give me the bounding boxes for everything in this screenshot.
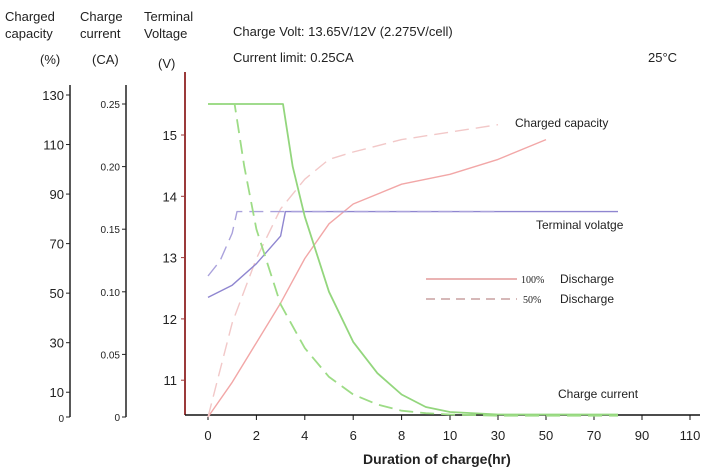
- capacity-axis-title-line2: capacity: [5, 26, 53, 41]
- temperature-note: 25°C: [648, 50, 677, 65]
- x-tick-label: 70: [587, 428, 601, 443]
- capacity-curve-100pct: [207, 138, 547, 418]
- legend-pct-100: 100%: [521, 275, 544, 286]
- current-tick-label: 0.05: [101, 350, 121, 361]
- capacity-tick-label: 130: [42, 88, 64, 103]
- x-tick-label: 10: [443, 428, 457, 443]
- x-tick-label: 8: [398, 428, 405, 443]
- current-tick-label: 0.15: [101, 225, 121, 236]
- capacity-tick-label: 110: [43, 138, 64, 153]
- x-tick-label: 50: [539, 428, 553, 443]
- capacity-axis-unit: (%): [40, 52, 60, 67]
- charge-volt-note: Charge Volt: 13.65V/12V (2.275V/cell): [233, 24, 453, 39]
- current-axis-title-line2: current: [80, 26, 121, 41]
- voltage-tick-label: 14: [163, 189, 177, 204]
- x-tick-label: 2: [253, 428, 260, 443]
- current-tick-label: 0.10: [101, 288, 121, 299]
- x-tick-label: 110: [680, 428, 701, 443]
- x-axis-title: Duration of charge(hr): [363, 451, 511, 467]
- legend: 100% Discharge 50% Discharge: [426, 272, 614, 306]
- voltage-tick-label: 11: [164, 373, 178, 388]
- voltage-axis-title-line1: Terminal: [144, 9, 193, 24]
- voltage-axis-unit: (V): [158, 56, 175, 71]
- current-axis-title-line1: Charge: [80, 9, 123, 24]
- current-tick-label: 0.20: [101, 163, 121, 174]
- capacity-tick-label: 0: [58, 414, 64, 425]
- current-tick-label: 0.25: [101, 100, 121, 111]
- voltage-tick-label: 12: [163, 312, 177, 327]
- current-curve-100pct: [208, 103, 618, 416]
- capacity-tick-label: 90: [50, 187, 64, 202]
- current-curve-50pct: [208, 103, 618, 417]
- current-limit-note: Current limit: 0.25CA: [233, 50, 354, 65]
- x-tick-label: 4: [301, 428, 308, 443]
- voltage-tick-label: 15: [163, 128, 177, 143]
- voltage-tick-label: 13: [163, 251, 177, 266]
- capacity-curve-50pct: [207, 124, 499, 418]
- current-curve-label: Charge current: [558, 387, 639, 401]
- capacity-tick-label: 30: [50, 336, 64, 351]
- legend-label-100: Discharge: [560, 272, 614, 286]
- voltage-axis-title-line2: Voltage: [144, 26, 187, 41]
- capacity-tick-label: 70: [50, 237, 64, 252]
- x-tick-label: 30: [491, 428, 505, 443]
- capacity-axis-title-line1: Charged: [5, 9, 55, 24]
- x-tick-label: 0: [204, 428, 211, 443]
- legend-pct-50: 50%: [523, 295, 541, 306]
- voltage-curve-label: Terminal volatge: [536, 218, 624, 232]
- legend-label-50: Discharge: [560, 292, 614, 306]
- voltage-curve-50pct: [207, 210, 498, 277]
- capacity-curve-label: Charged capacity: [515, 116, 608, 130]
- current-axis-unit: (CA): [92, 52, 119, 67]
- current-tick-label: 0: [114, 413, 120, 424]
- capacity-tick-label: 50: [50, 286, 64, 301]
- x-tick-label: 90: [635, 428, 649, 443]
- capacity-tick-label: 10: [50, 385, 64, 400]
- x-tick-label: 6: [350, 428, 357, 443]
